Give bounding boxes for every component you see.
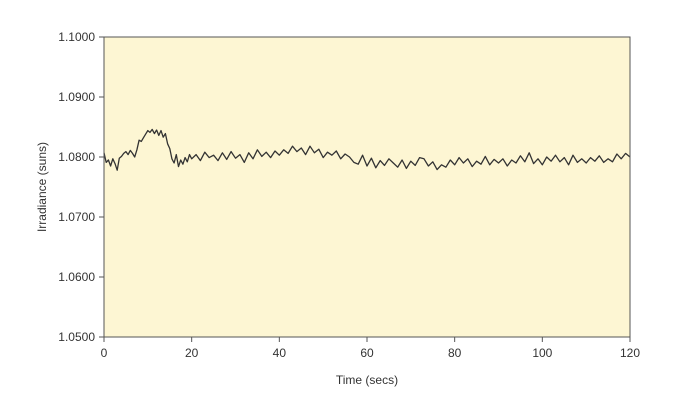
y-tick-label: 1.0900: [58, 90, 95, 104]
y-tick-label: 1.0800: [58, 150, 95, 164]
x-tick-label: 100: [532, 346, 552, 360]
x-axis: 0 20 40 60 80 100 120: [101, 337, 640, 360]
y-tick-label: 1.0500: [58, 330, 95, 344]
x-axis-title: Time (secs): [336, 373, 398, 387]
y-axis-title: Irradiance (suns): [35, 142, 49, 232]
y-tick-label: 1.0600: [58, 270, 95, 284]
plot-area: [104, 37, 630, 337]
x-tick-label: 20: [185, 346, 199, 360]
x-tick-label: 40: [273, 346, 287, 360]
y-axis: 1.0500 1.0600 1.0700 1.0800 1.0900 1.1000: [58, 30, 104, 344]
x-tick-label: 120: [620, 346, 640, 360]
irradiance-trace: [103, 128, 631, 171]
x-tick-label: 80: [448, 346, 462, 360]
y-tick-label: 1.0700: [58, 210, 95, 224]
y-tick-label: 1.1000: [58, 30, 95, 44]
x-tick-label: 0: [101, 346, 108, 360]
x-tick-label: 60: [360, 346, 374, 360]
